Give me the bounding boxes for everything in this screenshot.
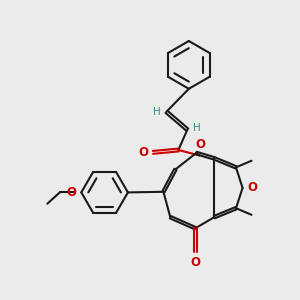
Text: H: H (193, 123, 201, 133)
Text: H: H (153, 107, 161, 117)
Text: O: O (190, 256, 200, 269)
Text: O: O (67, 186, 76, 199)
Text: O: O (139, 146, 149, 159)
Text: O: O (195, 138, 205, 151)
Text: O: O (248, 182, 258, 194)
